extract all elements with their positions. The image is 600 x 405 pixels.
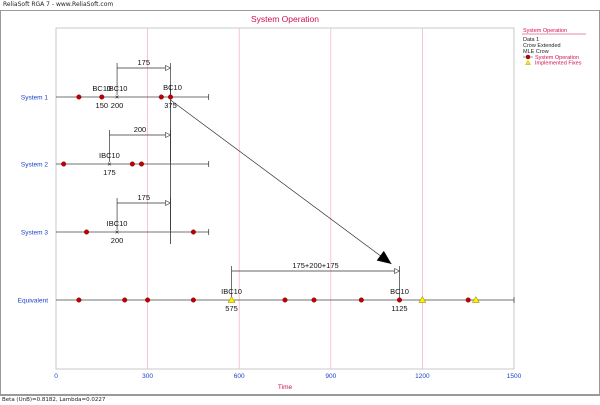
legend-line-method: MLE Crow [523,49,549,55]
annotation-below-0: 150 [96,101,109,110]
cross-mark-2: × [115,230,119,237]
data-marks: × × × [61,94,480,303]
dim-arrow-label-2: 175 [138,193,151,202]
dim-arrow-head-2 [165,200,172,206]
dim-arrow-label-3: 175+200+175 [292,261,338,270]
transfer-arrow-head [376,250,392,264]
y-axis-row-labels: System 1 System 2 System 3 Equivalent [18,95,49,305]
dimension-arrows: 175 200 175 175+200+175 [109,58,401,298]
system-operation-marker-equivalent-7 [397,297,403,303]
x-axis-ticks: 0 300 600 900 1200 1500 [54,373,521,380]
implemented-fixes-marker-equivalent-1 [418,296,427,303]
system-operation-marker-equivalent-5 [311,297,317,303]
x-axis-label: Time [278,384,293,391]
system-operation-marker-equivalent-2 [145,297,151,303]
legend-entry-operation: System Operation [535,55,579,61]
system-operation-marker-system-2-1 [129,161,135,167]
cross-mark-0: × [115,95,119,102]
row-label-system-2: System 2 [21,162,48,169]
x-tick-label-300: 300 [142,373,153,380]
x-tick-label-1200: 1200 [415,373,430,380]
cross-mark-1: × [107,162,111,169]
system-operation-marker-system-3-1 [190,229,196,235]
gridlines [147,28,423,369]
system-operation-marker-system-1-1 [99,94,105,100]
annotation-above-3: IBC10 [99,151,120,160]
legend-title: System Operation [523,28,567,34]
dim-arrow-head-0 [165,65,172,71]
system-operation-marker-equivalent-8 [465,297,471,303]
system-operation-marker-equivalent-3 [190,297,196,303]
chart-title: System Operation [251,14,319,24]
legend-line-data: Data 1 [523,37,539,43]
legend-line-model: Crow Extended [523,43,561,49]
annotation-below-2: 375 [164,101,177,110]
implemented-fixes-marker-equivalent-2 [471,296,480,303]
dim-arrow-label-0: 175 [138,58,151,67]
annotation-above-2: BC10 [163,83,182,92]
annotation-labels: BC10150IBC10200BC10375IBC10175IBC10200IB… [92,83,408,313]
implemented-fixes-marker-equivalent-0 [227,296,236,303]
row-label-equivalent: Equivalent [18,298,49,305]
system-operation-marker-equivalent-0 [76,297,82,303]
row-label-system-3: System 3 [21,230,48,237]
annotation-above-0: BC10 [92,84,111,93]
row-label-system-1: System 1 [21,95,48,102]
system-operation-marker-system-1-2 [158,94,164,100]
window-title: ReliaSoft RGA 7 - www.ReliaSoft.com [3,1,114,8]
system-operation-marker-equivalent-1 [122,297,128,303]
annotation-below-3: 175 [103,168,116,177]
x-tick-label-600: 600 [234,373,245,380]
dim-arrow-head-1 [165,132,172,138]
plot-area [55,27,515,370]
annotation-below-5: 575 [225,304,238,313]
annotation-above-1: IBC10 [107,84,128,93]
system-operation-marker-system-1-0 [76,94,82,100]
dim-arrow-label-1: 200 [134,125,147,134]
x-tick-label-1500: 1500 [507,373,522,380]
status-bar: Beta (UnB)=0.8182, Lambda=0.0227 [0,395,600,404]
annotation-above-6: BC10 [390,287,409,296]
system-operation-marker-system-3-0 [84,229,90,235]
legend-marker-fixes [525,60,531,65]
legend-entry-fixes: Implemented Fixes [535,61,582,67]
annotation-above-4: IBC10 [107,219,128,228]
transfer-arrow-line [170,99,392,265]
dim-arrow-head-3 [394,268,401,274]
system-operation-marker-system-2-0 [61,161,67,167]
legend-marker-operation [525,54,531,60]
x-tick-label-0: 0 [54,373,58,380]
system-operation-marker-equivalent-6 [358,297,364,303]
annotation-below-1: 200 [111,101,124,110]
annotation-below-4: 200 [111,236,124,245]
annotation-above-5: IBC10 [221,287,242,296]
system-operation-marker-equivalent-4 [282,297,288,303]
x-tick-label-900: 900 [325,373,336,380]
system-operation-marker-system-2-2 [138,161,144,167]
legend: System Operation Data 1 Crow Extended ML… [522,28,586,67]
window-title-bar: ReliaSoft RGA 7 - www.ReliaSoft.com [0,0,600,10]
system-operation-marker-system-1-3 [167,94,173,100]
parameter-readout: Beta (UnB)=0.8182, Lambda=0.0227 [2,397,106,403]
annotation-below-6: 1125 [391,304,407,313]
